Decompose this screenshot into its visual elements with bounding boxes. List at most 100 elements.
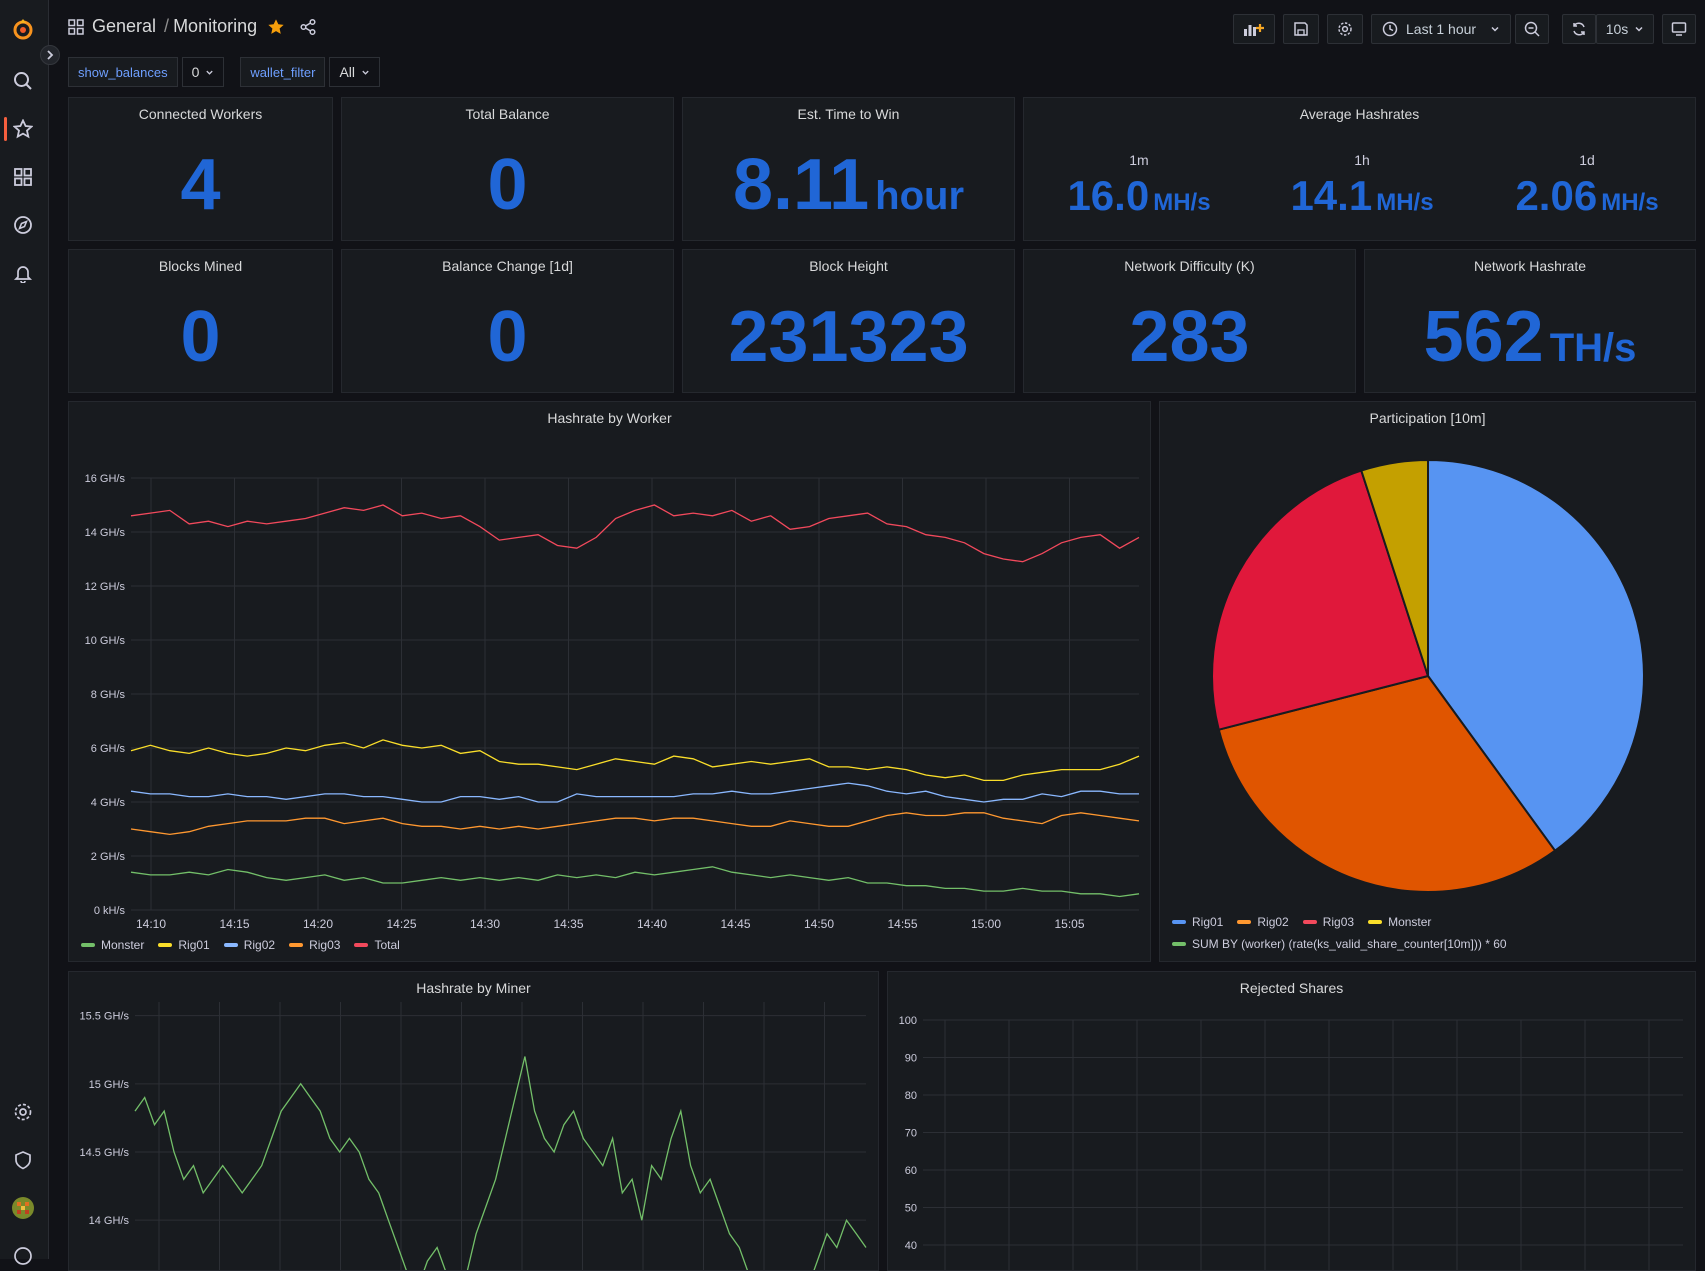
- panel-connected-workers[interactable]: Connected Workers 4: [68, 97, 333, 241]
- hashrate-label: 1h: [1354, 152, 1370, 168]
- hashrate-value: 14.1 MH/s: [1267, 172, 1457, 220]
- expand-menu-button[interactable]: [40, 45, 60, 65]
- y-tick-label: 80: [905, 1090, 917, 1102]
- add-panel-button[interactable]: [1233, 14, 1275, 44]
- explore-icon[interactable]: [12, 214, 34, 236]
- star-icon[interactable]: [267, 18, 285, 36]
- stat-value: 0: [487, 145, 528, 225]
- x-tick-label: 14:45: [720, 917, 750, 931]
- chevron-down-icon: [362, 70, 369, 75]
- help-icon[interactable]: [12, 1245, 34, 1267]
- panel-participation[interactable]: Participation [10m] Rig01 Rig02 Rig03 Monst…: [1159, 401, 1696, 962]
- x-tick-label: 15:00: [971, 917, 1001, 931]
- avatar[interactable]: [12, 1197, 34, 1219]
- legend-item[interactable]: Rig02: [223, 938, 275, 952]
- x-tick-label: 14:25: [386, 917, 416, 931]
- legend-label: Rig03: [309, 938, 341, 952]
- chart-legend: Rig01 Rig02 Rig03 Monster SUM BY (worker) (r…: [1172, 915, 1682, 951]
- x-tick-label: 14:40: [637, 917, 667, 931]
- legend-item[interactable]: Rig02: [1237, 915, 1289, 929]
- save-button[interactable]: [1283, 14, 1319, 44]
- share-icon[interactable]: [299, 18, 317, 36]
- legend-item[interactable]: Rig03: [1302, 915, 1354, 929]
- legend-item[interactable]: Rig01: [1172, 915, 1223, 929]
- y-tick-label: 100: [899, 1015, 917, 1027]
- hashrate-unit: MH/s: [1376, 189, 1434, 216]
- variable-label-wallet-filter: wallet_filter: [240, 57, 326, 87]
- y-tick-label: 90: [905, 1053, 917, 1065]
- chevron-down-icon: [1635, 26, 1643, 32]
- legend-swatch: [1237, 920, 1252, 924]
- breadcrumb-separator: /: [164, 16, 170, 36]
- hashrate-number: 14.1: [1290, 172, 1373, 219]
- panel-title: Hashrate by Worker: [547, 410, 672, 426]
- settings-button[interactable]: [1327, 14, 1363, 44]
- panel-blocks-mined[interactable]: Blocks Mined 0: [68, 249, 333, 393]
- panel-title: Average Hashrates: [1299, 106, 1420, 122]
- legend-label: Rig01: [178, 938, 210, 952]
- panel-hashrate-by-worker[interactable]: Hashrate by Worker 0 kH/s 2 GH/s 4 GH/s 6 G…: [68, 401, 1151, 962]
- panel-title: Total Balance: [465, 106, 550, 122]
- pie-slice: [1427, 458, 1645, 853]
- legend-swatch: [1172, 942, 1186, 946]
- panel-rejected-shares[interactable]: Rejected Shares 30405060708090100: [887, 971, 1696, 1271]
- tv-mode-button[interactable]: [1662, 14, 1696, 44]
- series-line: [130, 739, 1140, 782]
- gear-icon: [1338, 22, 1352, 36]
- chevron-down-icon: [206, 70, 214, 75]
- panel-network-difficulty[interactable]: Network Difficulty (K) 283: [1023, 249, 1356, 393]
- legend-item[interactable]: Total: [354, 938, 400, 952]
- panel-time-to-win[interactable]: Est. Time to Win 8.11 hour: [682, 97, 1015, 241]
- y-tick-label: 4 GH/s: [91, 797, 126, 809]
- legend-swatch: [1302, 920, 1317, 924]
- breadcrumb: General / Monitoring: [68, 16, 317, 37]
- grafana-logo-icon[interactable]: [12, 18, 34, 40]
- variable-select-wallet-filter[interactable]: All: [329, 57, 381, 87]
- x-tick-label: 14:10: [136, 917, 166, 931]
- legend-swatch: [158, 943, 173, 947]
- refresh-interval-picker[interactable]: 10s: [1596, 14, 1654, 44]
- zoom-out-icon: [1524, 21, 1540, 37]
- panel-title: Network Difficulty (K): [1124, 258, 1255, 274]
- panel-title: Balance Change [1d]: [442, 258, 573, 274]
- breadcrumb-folder[interactable]: General: [92, 16, 157, 36]
- gear-icon[interactable]: [12, 1101, 34, 1123]
- legend-swatch: [1368, 920, 1383, 924]
- x-tick-label: 14:15: [219, 917, 249, 931]
- refresh-button[interactable]: [1562, 14, 1596, 44]
- panel-title: Blocks Mined: [158, 258, 243, 274]
- panel-average-hashrates[interactable]: Average Hashrates 1m 16.0 MH/s 1h 14.1 MH/…: [1023, 97, 1696, 241]
- panel-hashrate-by-miner[interactable]: Hashrate by Miner 13.5 GH/s14 GH/s14.5 G…: [68, 971, 879, 1271]
- hashrate-unit: MH/s: [1153, 189, 1211, 216]
- series-line: [130, 782, 1139, 803]
- legend-label: Total: [374, 938, 400, 952]
- panel-balance-change[interactable]: Balance Change [1d] 0: [341, 249, 674, 393]
- legend-item[interactable]: Monster: [81, 938, 144, 952]
- legend-item[interactable]: Rig03: [289, 938, 340, 952]
- stat-unit: TH/s: [1549, 326, 1637, 370]
- legend-swatch: [81, 943, 95, 947]
- legend-item[interactable]: Rig01: [158, 938, 210, 952]
- search-icon[interactable]: [12, 70, 34, 92]
- legend-item[interactable]: SUM BY (worker) (rate(ks_valid_share_cou…: [1172, 937, 1682, 951]
- stat-number: 8.11: [732, 145, 870, 225]
- stat-value: 0: [180, 297, 221, 377]
- zoom-out-button[interactable]: [1515, 14, 1549, 44]
- panel-title: Participation [10m]: [1369, 410, 1486, 426]
- dashboards-icon[interactable]: [12, 166, 34, 188]
- time-range-picker[interactable]: Last 1 hour: [1371, 14, 1511, 44]
- variable-select-show-balances[interactable]: 0: [181, 57, 225, 87]
- panel-block-height[interactable]: Block Height 231323: [682, 249, 1015, 393]
- bell-icon[interactable]: [12, 262, 34, 284]
- panel-network-hashrate[interactable]: Network Hashrate 562 TH/s: [1364, 249, 1696, 393]
- hashrate-by-worker-chart: 0 kH/s 2 GH/s 4 GH/s 6 GH/s 8 GH/s 10 GH/s 12 …: [85, 473, 1140, 931]
- hashrate-label: 1m: [1129, 152, 1149, 168]
- legend-item[interactable]: Monster: [1368, 915, 1431, 929]
- y-tick-label: 12 GH/s: [85, 581, 126, 593]
- star-icon[interactable]: [12, 118, 34, 140]
- panel-total-balance[interactable]: Total Balance 0: [341, 97, 674, 241]
- shield-icon[interactable]: [12, 1149, 34, 1171]
- hashrate-number: 2.06: [1515, 172, 1598, 219]
- stat-unit: hour: [875, 174, 965, 218]
- variable-value: All: [339, 64, 356, 80]
